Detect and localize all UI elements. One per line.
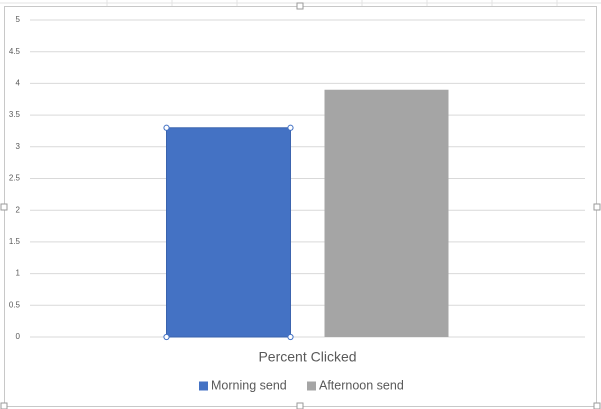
legend-label: Afternoon send — [319, 378, 404, 392]
legend-label: Morning send — [211, 378, 287, 392]
selection-handle[interactable] — [163, 333, 170, 341]
y-tick-label: 2.5 — [9, 174, 21, 183]
selection-handle[interactable] — [287, 124, 294, 131]
selection-handle[interactable] — [163, 124, 170, 131]
y-tick-label: 1 — [16, 269, 21, 278]
y-tick-label: 1.5 — [9, 237, 21, 246]
y-tick-label: 0.5 — [9, 300, 21, 309]
selection-handle[interactable] — [287, 333, 294, 341]
y-tick-label: 0 — [16, 332, 21, 341]
resize-handle[interactable] — [296, 402, 304, 409]
y-tick-label: 5 — [16, 15, 21, 24]
legend-swatch — [307, 381, 316, 391]
legend-swatch — [199, 381, 208, 391]
y-tick-label: 2 — [16, 205, 21, 214]
category-label: Percent Clicked — [258, 349, 356, 365]
bar[interactable] — [166, 127, 291, 338]
resize-handle[interactable] — [593, 203, 601, 211]
resize-handle[interactable] — [296, 2, 304, 10]
resize-handle[interactable] — [0, 402, 8, 409]
resize-handle[interactable] — [593, 402, 601, 409]
y-tick-label: 4.5 — [9, 47, 21, 56]
y-tick-label: 3 — [16, 142, 21, 151]
y-tick-label: 4 — [16, 79, 21, 88]
chart-area[interactable] — [4, 6, 597, 407]
bar[interactable] — [324, 89, 449, 338]
y-tick-label: 3.5 — [9, 110, 21, 119]
resize-handle[interactable] — [0, 203, 8, 211]
